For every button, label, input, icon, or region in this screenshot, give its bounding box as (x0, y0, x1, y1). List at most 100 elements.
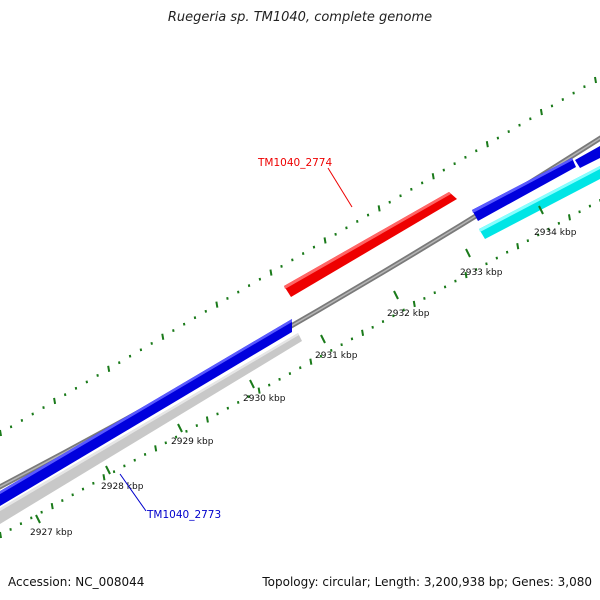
outer-minor-tick (594, 76, 597, 84)
outer-minor-tick (550, 104, 554, 108)
tick-label: 2928 kbp (101, 482, 144, 492)
outer-minor-tick (583, 85, 586, 89)
outer-minor-tick (475, 149, 478, 153)
gene-label-tm1040-2773[interactable]: TM1040_2773 (146, 509, 221, 521)
inner-minor-tick (123, 464, 126, 468)
inner-minor-tick (340, 343, 343, 347)
inner-minor-tick (267, 383, 271, 387)
major-tick (35, 514, 41, 524)
map-title: Ruegeria sp. TM1040, complete genome (167, 10, 433, 25)
inner-minor-tick (371, 325, 374, 329)
inner-minor-tick (133, 458, 136, 462)
major-tick (393, 290, 399, 300)
outer-minor-tick (215, 301, 219, 308)
inner-minor-tick (505, 250, 509, 254)
inner-minor-tick (516, 243, 520, 250)
outer-minor-tick (74, 386, 78, 390)
major-tick (177, 423, 183, 433)
inner-minor-tick (236, 400, 240, 404)
inner-minor-tick (19, 522, 23, 526)
inner-minor-tick (92, 481, 95, 485)
outer-minor-tick (377, 205, 381, 212)
inner-minor-tick (526, 239, 530, 243)
inner-minor-tick (195, 424, 199, 427)
major-tick (465, 248, 471, 258)
inner-minor-tick (392, 314, 395, 318)
outer-minor-tick (485, 141, 489, 148)
outer-minor-tick (529, 117, 532, 121)
inner-minor-tick (454, 279, 457, 283)
minor-tick-marks (0, 76, 600, 539)
outer-minor-tick (539, 108, 543, 116)
major-tick (538, 205, 544, 215)
tick-label: 2932 kbp (387, 309, 430, 319)
outer-minor-tick (193, 316, 197, 320)
inner-minor-tick (247, 395, 250, 399)
inner-minor-tick (154, 445, 158, 452)
gene-forward-3[interactable] (575, 146, 600, 168)
outer-minor-tick (442, 168, 446, 172)
outer-minor-tick (291, 258, 294, 262)
inner-minor-tick (423, 296, 426, 300)
inner-minor-tick (464, 271, 468, 279)
inner-minor-tick (536, 233, 540, 237)
inner-minor-tick (309, 358, 313, 365)
outer-minor-tick (453, 162, 456, 166)
inner-minor-tick (495, 256, 499, 260)
gene-rna[interactable] (479, 166, 600, 239)
outer-minor-tick (226, 297, 229, 300)
inner-minor-tick (485, 262, 488, 266)
tick-label: 2934 kbp (534, 228, 577, 238)
tick-label: 2927 kbp (30, 528, 73, 538)
major-tick (105, 465, 111, 475)
gene-tm1040-2773[interactable] (0, 319, 292, 512)
inner-minor-tick (288, 372, 292, 375)
outer-minor-tick (301, 252, 305, 255)
inner-minor-tick (226, 406, 230, 410)
outer-minor-tick (388, 200, 391, 204)
outer-minor-tick (204, 309, 208, 313)
gene-label-tm1040-2774[interactable]: TM1040_2774 (257, 157, 332, 169)
callout-line-tm1040-2774 (327, 167, 353, 208)
inner-minor-tick (164, 441, 167, 445)
tick-label: 2933 kbp (460, 268, 503, 278)
inner-minor-tick (588, 204, 592, 208)
outer-minor-tick (345, 226, 348, 230)
inner-minor-tick (350, 337, 354, 341)
inner-minor-tick (433, 291, 436, 295)
gene-tm1040-2774[interactable] (284, 192, 457, 297)
outer-minor-tick (128, 354, 132, 358)
inner-minor-tick (278, 377, 281, 381)
outer-minor-tick (107, 365, 111, 372)
inner-minor-tick (319, 354, 323, 358)
tick-label: 2929 kbp (171, 437, 214, 447)
outer-minor-tick (42, 406, 45, 410)
gene-reverse-strand[interactable] (0, 333, 302, 530)
outer-minor-tick (96, 374, 99, 377)
inner-minor-tick (40, 510, 43, 514)
outer-minor-tick (20, 418, 24, 422)
outer-minor-tick (172, 329, 175, 333)
outer-minor-tick (561, 98, 565, 101)
genome-backbone-highlight (0, 137, 600, 488)
inner-minor-tick (102, 474, 106, 481)
inner-minor-tick (330, 348, 333, 352)
gene-forward-2[interactable] (472, 158, 576, 221)
tick-label: 2930 kbp (243, 394, 286, 404)
major-tick (249, 379, 255, 389)
outer-minor-tick (9, 425, 13, 429)
inner-minor-tick (174, 435, 178, 439)
outer-minor-tick (312, 245, 316, 249)
inner-minor-tick (0, 531, 2, 539)
major-tick (320, 334, 326, 344)
outer-minor-tick (258, 277, 262, 281)
outer-minor-tick (496, 136, 500, 140)
outer-minor-tick (399, 194, 402, 198)
outer-minor-tick (334, 232, 337, 236)
inner-minor-tick (257, 387, 261, 394)
inner-minor-tick (299, 366, 302, 370)
inner-minor-tick (185, 429, 188, 433)
outer-minor-tick (237, 290, 240, 294)
inner-minor-tick (443, 285, 447, 289)
